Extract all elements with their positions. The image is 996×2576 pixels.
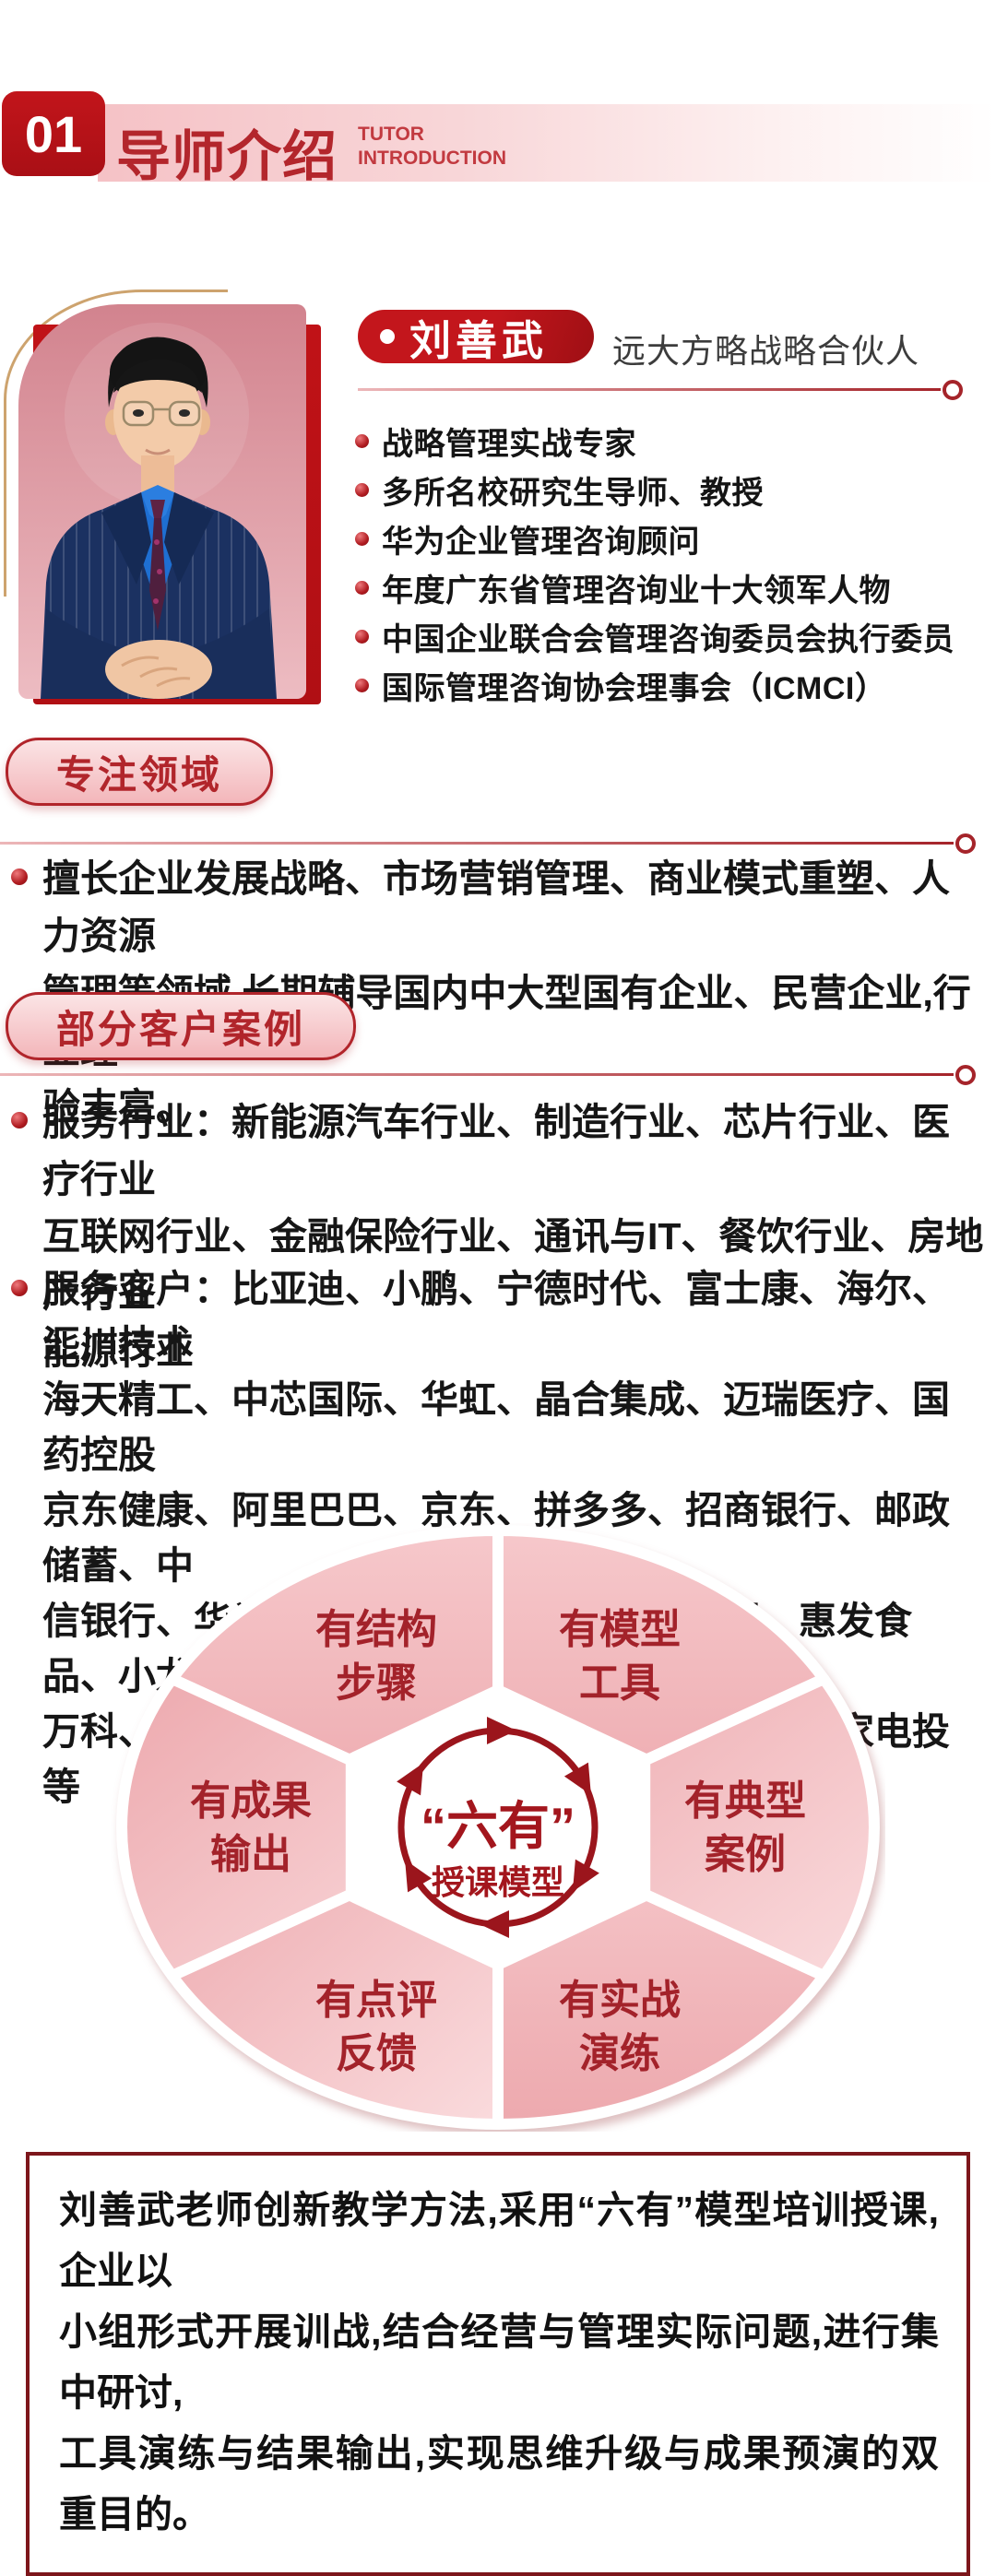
cycle-arrows-icon [397,1717,599,1938]
ring-end-icon [955,1065,976,1085]
bullet-icon [11,869,28,885]
divider-line [358,388,941,391]
tutor-role: 远大方略战略合伙人 [612,332,920,370]
tutor-portrait-illustration [41,323,277,699]
divider-line [0,1073,954,1076]
clients-label: 服务客户： [42,1268,231,1310]
bullet-icon [355,630,369,644]
focus-paragraph: 擅长企业发展战略、市场营销管理、商业模式重塑、人力资源 管理等领域,长期辅导国内… [9,850,985,1136]
list-item: 战略管理实战专家 [355,417,954,466]
list-item: 中国企业联合会管理咨询委员会执行委员 [355,612,954,661]
list-item: 华为企业管理咨询顾问 [355,514,954,563]
petal-label: 有成果输出 [190,1778,312,1877]
focus-body: 擅长企业发展战略、市场营销管理、商业模式重塑、人力资源 管理等领域,长期辅导国内… [42,857,971,1128]
list-item: 多所名校研究生导师、教授 [355,466,954,514]
credential-text: 国际管理咨询协会理事会（ICMCI） [382,671,887,706]
tutor-name: 刘善武 [409,316,549,364]
list-item: 国际管理咨询协会理事会（ICMCI） [355,661,954,710]
section-number-badge: 01 [2,91,105,176]
tutor-photo [18,304,306,699]
summary-part2: 培训授课,企业以 小组形式开展训战,结合经营与管理实际问题,进行集中研讨, 工具… [59,2189,940,2535]
page-subtitle-en: TUTOR INTRODUCTION [358,124,506,169]
industries-paragraph: 服务行业：新能源汽车行业、制造行业、芯片行业、医疗行业 互联网行业、金融保险行业… [9,1093,985,1379]
industries-label: 服务行业： [42,1101,231,1143]
bullet-icon [355,483,369,497]
credential-list: 战略管理实战专家 多所名校研究生导师、教授 华为企业管理咨询顾问 年度广东省管理… [355,417,954,710]
divider-under-name [358,380,963,400]
bullet-icon [355,532,369,546]
petal-label: 有模型工具 [559,1607,681,1706]
bullet-icon [355,581,369,595]
credential-text: 中国企业联合会管理咨询委员会执行委员 [382,622,954,657]
section-number: 01 [24,104,83,163]
bullet-icon [11,1112,28,1128]
credential-text: 战略管理实战专家 [382,427,636,462]
petal-label: 有点评反馈 [315,1978,437,2076]
credential-text: 年度广东省管理咨询业十大领军人物 [382,573,891,609]
ring-end-icon [943,380,963,400]
credential-text: 华为企业管理咨询顾问 [382,525,700,560]
divider-cases [0,1065,976,1085]
bullet-icon [355,434,369,448]
divider-line [0,842,954,845]
summary-part1: 刘善武老师创新教学方法,采用 [59,2189,577,2231]
bullet-dot-icon [380,329,395,344]
list-item: 年度广东省管理咨询业十大领军人物 [355,563,954,612]
petal-label: 有典型案例 [684,1778,806,1877]
model-center-subtitle: 授课模型 [432,1863,564,1901]
teaching-method-summary: 刘善武老师创新教学方法,采用“六有”模型培训授课,企业以 小组形式开展训战,结合… [26,2152,970,2576]
petal-label: 有实战演练 [559,1978,681,2076]
section-heading-cases: 部分客户案例 [6,992,357,1060]
petal-label: 有结构步骤 [315,1607,437,1706]
summary-bold: “六有”模型 [576,2189,773,2231]
section-heading-focus: 专注领域 [6,738,274,806]
bullet-icon [11,1280,28,1296]
page-title: 导师介绍 [116,126,338,187]
divider-focus [0,833,976,854]
bullet-icon [355,679,369,692]
model-center-title: “六有” [421,1797,575,1855]
section-banner [98,104,996,182]
tutor-name-badge: 刘善武 [358,310,594,364]
six-model-diagram: “六有” 授课模型 有结构步骤 有模型工具 有典型案例 有实战演练 有点评反馈 … [116,1525,880,2130]
gold-arc-decoration [4,290,228,597]
center-hexagon [345,1684,651,1971]
credential-text: 多所名校研究生导师、教授 [382,476,764,511]
ring-end-icon [955,833,976,854]
industries-text: 新能源汽车行业、制造行业、芯片行业、医疗行业 互联网行业、金融保险行业、通讯与I… [42,1101,984,1372]
